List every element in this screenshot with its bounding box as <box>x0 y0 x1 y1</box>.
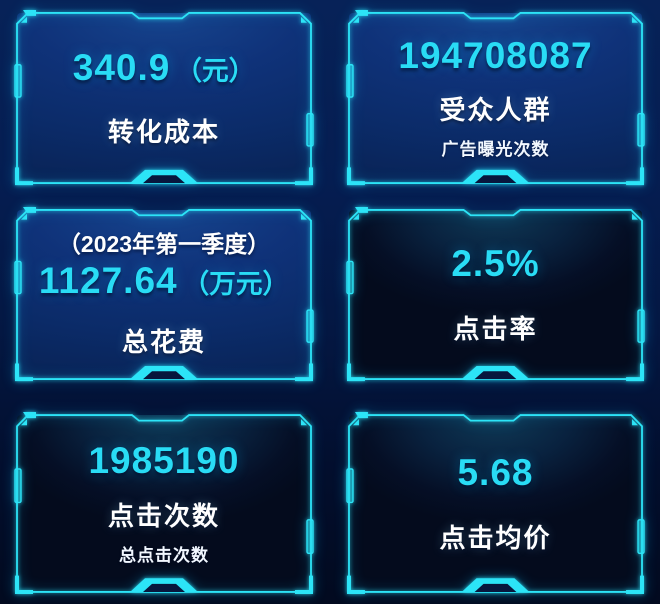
metric-label: 转化成本 <box>107 117 220 148</box>
metric-value-number: 1127.64 <box>38 260 178 301</box>
metric-label: 点击均价 <box>439 522 552 553</box>
metric-card-audience: 194708087 受众人群 广告曝光次数 <box>346 10 645 186</box>
metric-card-total-spend: （2023年第一季度） 1127.64 （万元） 总花费 <box>14 207 314 382</box>
metric-value: 340.9 （元） <box>72 46 256 89</box>
panel-body: 1985190 点击次数 总点击次数 <box>20 418 308 589</box>
metric-sublabel: 广告曝光次数 <box>441 140 550 160</box>
metric-card-conversion-cost: 340.9 （元） 转化成本 <box>14 10 314 186</box>
metric-value-number: 2.5% <box>451 243 540 285</box>
metric-value-number: 194708087 <box>398 34 593 76</box>
metric-value-number: 5.68 <box>457 452 534 494</box>
metric-value: 5.68 <box>457 452 534 494</box>
metric-label: 点击次数 <box>107 500 220 531</box>
metric-value-unit: （元） <box>175 55 256 86</box>
metric-value: 194708087 <box>398 34 593 77</box>
metric-value: 2.5% <box>451 243 540 285</box>
metric-value-unit: （万元） <box>182 269 290 299</box>
metric-value: 1985190 <box>88 440 240 482</box>
metric-value-number: 1985190 <box>88 440 240 482</box>
metric-card-avg-click-price: 5.68 点击均价 <box>346 412 645 595</box>
metric-value: 1127.64 （万元） <box>38 260 290 302</box>
panel-body: （2023年第一季度） 1127.64 （万元） 总花费 <box>20 213 308 376</box>
panel-body: 2.5% 点击率 <box>352 213 639 376</box>
metric-card-click-count: 1985190 点击次数 总点击次数 <box>14 412 314 595</box>
metric-period: （2023年第一季度） <box>57 231 271 258</box>
metric-label: 总花费 <box>121 326 206 357</box>
metric-card-click-rate: 2.5% 点击率 <box>346 207 645 382</box>
metric-value-number: 340.9 <box>72 46 171 88</box>
panel-body: 194708087 受众人群 广告曝光次数 <box>352 16 639 180</box>
metric-label: 点击率 <box>453 313 538 344</box>
panel-body: 340.9 （元） 转化成本 <box>20 16 308 180</box>
panel-body: 5.68 点击均价 <box>352 418 639 589</box>
metric-label: 受众人群 <box>439 95 552 126</box>
metric-sublabel: 总点击次数 <box>119 545 209 565</box>
